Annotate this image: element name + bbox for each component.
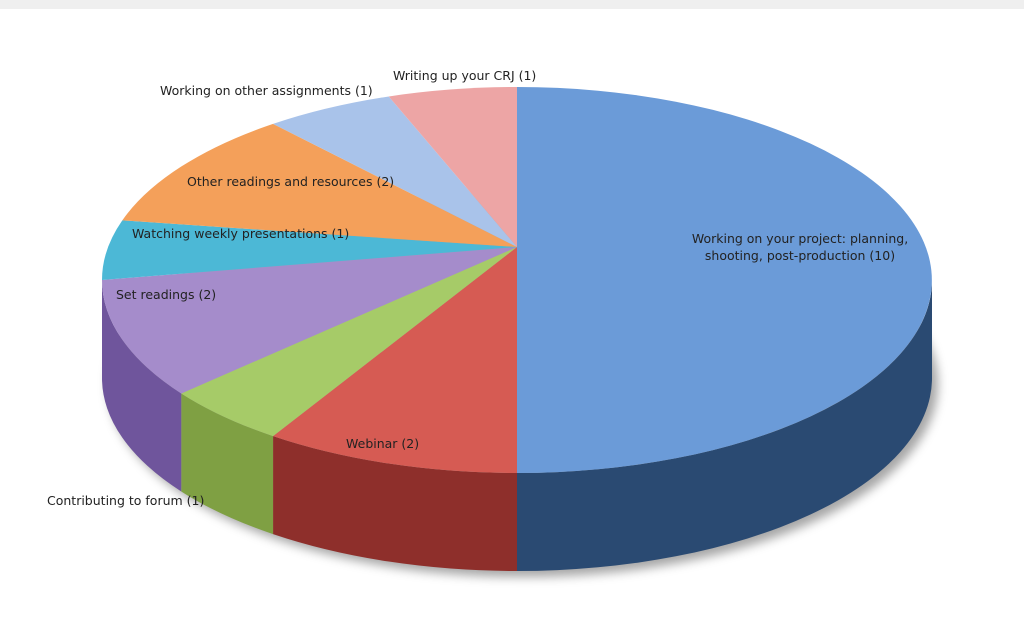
- label-project-line2: shooting, post-production (10): [704, 248, 896, 263]
- label-webinar: Webinar (2): [346, 436, 420, 451]
- pie-slice-3: [102, 247, 517, 394]
- label-forum: Contributing to forum (1): [47, 493, 205, 508]
- top-bar: [0, 0, 1024, 9]
- pie-slice-0: [517, 87, 932, 473]
- pie-slice-2: [181, 247, 518, 437]
- label-other-readings: Other readings and resources (2): [187, 174, 395, 189]
- label-crj: Writing up your CRJ (1): [393, 68, 537, 83]
- pie-side-0: [517, 280, 932, 571]
- label-other-assignments: Working on other assignments (1): [160, 83, 373, 98]
- pie-side-1: [273, 436, 517, 571]
- pie-side-3: [102, 280, 182, 492]
- pie-slice-5: [122, 123, 517, 247]
- pie-slice-1: [273, 247, 517, 473]
- pie-slice-6: [273, 96, 517, 247]
- label-weekly: Watching weekly presentations (1): [132, 226, 350, 241]
- pie-side-2: [181, 393, 274, 535]
- pie-slice-4: [102, 220, 517, 280]
- label-project: Working on your project: planning, shoot…: [690, 230, 910, 264]
- pie-slice-7: [388, 87, 517, 247]
- label-project-line1: Working on your project: planning,: [691, 231, 909, 246]
- label-set-readings: Set readings (2): [116, 287, 217, 302]
